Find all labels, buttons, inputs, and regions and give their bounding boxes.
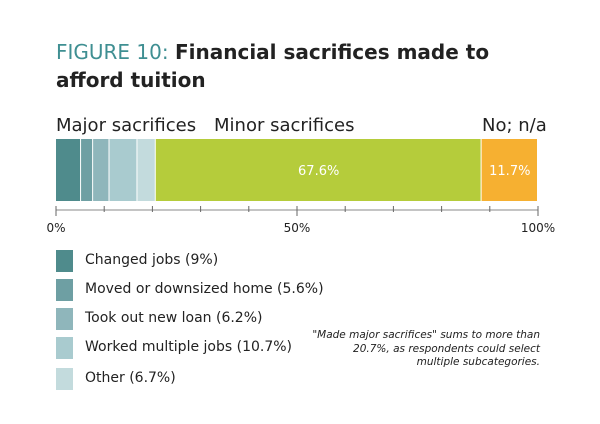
legend-label: Other (6.7%) — [85, 370, 176, 386]
legend-swatch — [56, 337, 73, 359]
legend-label: Changed jobs (9%) — [85, 252, 219, 268]
footnote: "Made major sacrifices" sums to more tha… — [312, 329, 540, 368]
minor-sacrifices-label: Minor sacrifices — [214, 115, 355, 136]
x-tick-label: 100% — [521, 221, 555, 235]
figure-title: Financial sacrifices made to afford tuit… — [56, 40, 490, 92]
bar-segment-worked-multiple-jobs — [109, 139, 137, 201]
data-label: 67.6% — [298, 164, 339, 179]
bar-segment-other — [137, 139, 155, 201]
major-sacrifices-label: Major sacrifices — [56, 115, 197, 136]
x-tick-label: 0% — [46, 221, 65, 235]
x-tick-label: 50% — [284, 221, 311, 235]
legend-swatch — [56, 250, 73, 272]
legend-swatch — [56, 368, 73, 390]
bar-segment-minor-sacrifices — [155, 139, 481, 201]
legend-label: Moved or downsized home (5.6%) — [85, 281, 324, 297]
data-label: 11.7% — [489, 164, 530, 179]
bar-segment-no-n-a — [481, 139, 537, 201]
figure-number: FIGURE 10: — [56, 40, 169, 64]
legend-label: Took out new loan (6.2%) — [85, 310, 263, 326]
no-na-label: No; n/a — [482, 115, 547, 136]
bar-segment-changed-jobs — [56, 139, 81, 201]
chart-title: FIGURE 10: Financial sacrifices made to … — [56, 38, 556, 94]
legend-label: Worked multiple jobs (10.7%) — [85, 339, 293, 355]
legend-swatch — [56, 279, 73, 301]
bar-segment-took-out-new-loan — [93, 139, 109, 201]
bar-segment-moved-or-downsized-home — [81, 139, 93, 201]
legend-swatch — [56, 308, 73, 330]
